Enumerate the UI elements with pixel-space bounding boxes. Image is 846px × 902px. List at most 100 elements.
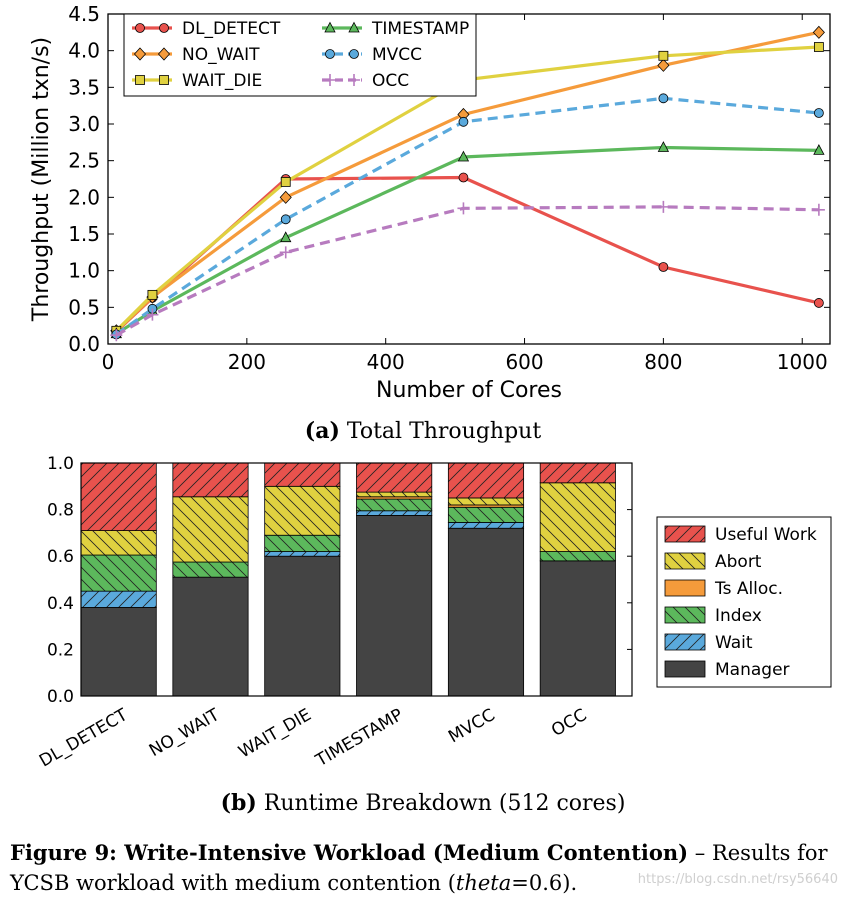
- bar-segment: [80, 530, 157, 556]
- y-tick-label: 2.0: [68, 185, 100, 209]
- data-point: [658, 93, 669, 104]
- data-point: [457, 202, 470, 215]
- legend-label: MVCC: [372, 45, 422, 65]
- bar-segment: [172, 496, 249, 563]
- y-tick-label: 0.2: [47, 640, 74, 660]
- legend-swatch: [664, 525, 706, 543]
- data-point: [813, 42, 824, 52]
- legend: Useful Work Abort Ts Alloc. Index Wait Manage…: [656, 516, 832, 688]
- data-point: [147, 289, 158, 300]
- bar-segment: [264, 555, 341, 697]
- legend-marker: [349, 49, 359, 59]
- legend-marker: [159, 75, 169, 85]
- data-point: [280, 214, 291, 225]
- data-point: [280, 177, 291, 187]
- runtime-breakdown-chart: 0.0 0.2 0.4 0.6 0.8 1.0 DL_DETECT NO_WAIT WAIT_D…: [36, 454, 832, 772]
- bar-segment: [447, 527, 525, 697]
- legend-label: Wait: [715, 633, 753, 653]
- series-line: [115, 45, 819, 332]
- legend-swatch: [664, 579, 706, 597]
- legend-marker: [159, 23, 169, 33]
- legend-frame: [656, 516, 832, 688]
- data-point: [813, 144, 825, 155]
- y-tick-label: 0.0: [68, 332, 100, 356]
- y-tick-label: 4.0: [68, 39, 100, 63]
- legend-marker: [325, 49, 335, 59]
- legend-frame: [123, 13, 477, 97]
- series-line: [115, 175, 820, 333]
- legend-label: OCC: [372, 71, 409, 91]
- y-tick-label: 1.5: [68, 222, 100, 246]
- y-tick-label: 0.0: [47, 687, 74, 707]
- bar-segment: [356, 510, 433, 516]
- legend-swatch: [664, 660, 706, 678]
- y-tick-label: 3.5: [68, 75, 100, 99]
- legend-swatch: [664, 552, 706, 570]
- legend-marker: [348, 21, 360, 33]
- data-point: [458, 172, 469, 183]
- y-tick-label: 0.5: [68, 295, 100, 319]
- legend-label: Manager: [715, 660, 790, 680]
- bar-segment: [356, 515, 433, 697]
- bar-segment: [447, 522, 525, 529]
- y-tick-label: 1.0: [47, 454, 74, 474]
- legend-marker: [324, 74, 336, 86]
- data-point: [657, 58, 670, 72]
- legend-label: Useful Work: [715, 525, 817, 545]
- throughput-chart: 0.0 0.5 1.0 1.5 2.0 2.5 3.0 3.5 4.0 4.5 0 200 400 600…: [29, 2, 831, 403]
- data-point: [110, 329, 123, 342]
- x-tick-label: NO_WAIT: [146, 705, 224, 761]
- bar-segment: [264, 534, 341, 552]
- x-tick-label: 800: [644, 350, 682, 374]
- bar-segment: [356, 498, 433, 512]
- x-tick-label: DL_DETECT: [36, 705, 132, 772]
- x-tick-label: 0: [102, 350, 115, 374]
- bar-segment: [80, 462, 157, 531]
- bar-segment: [80, 607, 157, 697]
- bar-segment: [447, 506, 525, 523]
- bar-segment: [264, 462, 341, 487]
- bar-occ: [539, 462, 616, 697]
- legend-label: Ts Alloc.: [714, 579, 783, 599]
- bar-segment: [447, 462, 525, 499]
- data-point: [657, 141, 670, 152]
- y-tick-label: 4.5: [68, 2, 100, 26]
- legend-label: DL_DETECT: [182, 19, 281, 39]
- x-tick-label: TIMESTAMP: [312, 705, 407, 771]
- bar-no-wait: [172, 462, 249, 697]
- y-tick-label: 3.0: [68, 112, 100, 136]
- legend-marker: [133, 47, 147, 61]
- x-tick-label: 400: [367, 350, 405, 374]
- x-tick-label: 1000: [777, 350, 828, 374]
- legend-marker: [324, 21, 336, 33]
- data-point: [458, 116, 469, 127]
- bar-segment: [172, 462, 249, 498]
- legend: DL_DETECT NO_WAIT WAIT_DIE TIMESTAMP MVCC OCC: [123, 13, 477, 97]
- bar-segment: [356, 462, 433, 493]
- bar-timestamp: [356, 462, 433, 697]
- x-tick-label: MVCC: [445, 705, 498, 747]
- x-tick-label: WAIT_DIE: [235, 705, 315, 762]
- data-point: [658, 262, 669, 272]
- series-occ: [110, 200, 825, 342]
- legend-marker: [348, 74, 360, 86]
- x-tick-label: OCC: [548, 705, 590, 741]
- data-point: [280, 231, 292, 243]
- legend-label: NO_WAIT: [182, 45, 260, 65]
- legend-label: Abort: [715, 552, 762, 572]
- bar-segment: [539, 482, 616, 552]
- data-point: [657, 200, 670, 213]
- bar-segment: [539, 551, 616, 562]
- data-point: [813, 108, 824, 118]
- data-point: [146, 308, 159, 321]
- figure-caption: Figure 9: Write-Intensive Workload (Medi…: [10, 840, 828, 895]
- series-line: [115, 96, 820, 336]
- x-tick-label: 600: [505, 350, 543, 374]
- y-tick-label: 2.5: [68, 149, 100, 173]
- legend-marker: [157, 47, 171, 61]
- legend-swatch: [664, 633, 706, 651]
- bar-segment: [172, 561, 249, 578]
- data-point: [457, 150, 470, 162]
- y-axis-label: Throughput (Million txn/s): [29, 37, 54, 322]
- bar-dl-detect: [80, 462, 157, 697]
